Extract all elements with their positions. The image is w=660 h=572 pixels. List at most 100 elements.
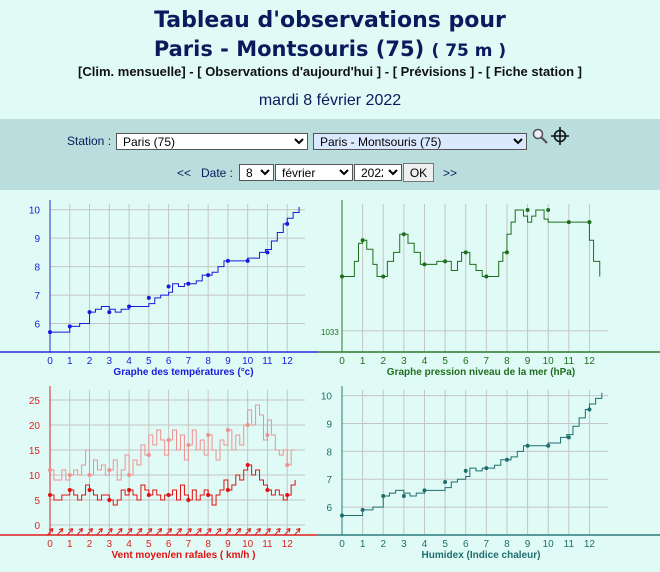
data-point [245, 463, 250, 467]
y-tick-label: 20 [29, 421, 41, 432]
nav-separator: - [381, 64, 393, 79]
data-point [186, 498, 191, 502]
wind-direction-arrow [244, 528, 252, 536]
x-tick-label: 7 [186, 356, 192, 367]
data-point [546, 443, 551, 448]
next-day-link[interactable]: >> [443, 166, 458, 180]
link-clim-mensuelle[interactable]: [Clim. mensuelle] [78, 64, 186, 79]
data-point [166, 438, 171, 442]
y-tick-label: 9 [34, 234, 40, 245]
link-previsions[interactable]: [ Prévisions ] [392, 64, 475, 79]
data-point [360, 507, 365, 512]
data-point [265, 433, 270, 437]
chart-title: Vent moyen/en rafales ( km/h ) [112, 550, 256, 561]
x-tick-label: 10 [543, 539, 555, 550]
y-tick-label: 6 [34, 320, 40, 331]
day-select[interactable]: 8 [239, 164, 274, 181]
x-tick-label: 7 [484, 356, 490, 367]
data-point [87, 488, 92, 492]
crosshair-icon[interactable] [551, 127, 569, 145]
wind-direction-arrow [96, 528, 103, 536]
link-fiche-station[interactable]: [ Fiche station ] [485, 64, 582, 79]
year-select[interactable]: 2022 [354, 164, 402, 181]
data-point [525, 208, 530, 213]
data-point [265, 250, 270, 255]
data-point [107, 498, 112, 502]
magnifier-icon[interactable] [531, 127, 549, 145]
station-label: Station : [67, 134, 112, 148]
data-point [87, 473, 92, 477]
x-tick-label: 3 [107, 539, 113, 550]
data-point [127, 488, 132, 492]
x-tick-label: 8 [205, 356, 211, 367]
series-line [50, 464, 296, 506]
link-observations[interactable]: [ Observations d'aujourd'hui ] [197, 64, 382, 79]
data-point [484, 466, 489, 471]
data-point [67, 324, 72, 329]
wind-direction-arrow [46, 528, 54, 536]
y-tick-label: 15 [29, 446, 41, 457]
x-tick-label: 9 [225, 356, 231, 367]
month-select[interactable]: février [275, 164, 353, 181]
data-point [186, 443, 191, 447]
data-point [67, 488, 72, 492]
x-tick-label: 9 [525, 356, 531, 367]
altitude: ( 75 m ) [431, 41, 507, 61]
x-tick-label: 12 [584, 539, 596, 550]
wind-direction-arrow [234, 528, 242, 536]
y-tick-label: 8 [326, 447, 332, 458]
data-point [127, 473, 132, 477]
x-tick-label: 12 [282, 356, 294, 367]
x-tick-label: 7 [186, 539, 192, 550]
chart-title: Graphe des températures (°c) [113, 367, 253, 378]
y-tick-label: 6 [326, 503, 332, 514]
data-point [463, 468, 468, 473]
ok-button[interactable]: OK [403, 163, 434, 182]
wind-direction-arrow [86, 528, 94, 536]
series-line [50, 404, 296, 481]
chart-title: Humidex (Indice chaleur) [422, 550, 541, 561]
y-tick-label: 10 [29, 471, 41, 482]
x-tick-label: 3 [401, 539, 407, 550]
wind-direction-arrow [66, 528, 74, 536]
wind-direction-arrow [273, 528, 281, 536]
station-select[interactable]: Paris (75) [116, 133, 308, 150]
city-select[interactable]: Paris - Montsouris (75) [313, 133, 527, 150]
data-point [166, 493, 171, 497]
data-point [225, 258, 230, 263]
prev-day-link[interactable]: << [177, 166, 192, 180]
data-point [504, 457, 509, 462]
wind-direction-arrow [155, 528, 163, 536]
x-tick-label: 10 [543, 356, 555, 367]
data-point [285, 221, 290, 226]
data-point [127, 304, 132, 309]
data-point [340, 513, 344, 518]
data-point [146, 493, 151, 497]
data-point [166, 284, 171, 289]
x-tick-label: 11 [564, 539, 575, 550]
data-point [285, 493, 290, 497]
data-point [206, 273, 211, 278]
x-tick-label: 8 [504, 356, 510, 367]
data-point [484, 274, 489, 279]
data-point [245, 258, 250, 263]
x-tick-label: 0 [47, 356, 53, 367]
y-tick-label: 25 [29, 396, 41, 407]
y-tick-label: 7 [326, 475, 332, 486]
series-line [342, 392, 603, 516]
x-tick-label: 4 [126, 539, 132, 550]
x-tick-label: 6 [463, 356, 469, 367]
data-point [48, 493, 52, 497]
chart-title: Graphe pression niveau de la mer (hPa) [387, 367, 575, 378]
x-tick-label: 5 [442, 539, 448, 550]
data-point [107, 468, 112, 472]
station-name: Paris - Montsouris (75) [153, 37, 425, 61]
data-point [381, 493, 386, 498]
data-point [206, 433, 211, 437]
data-point [546, 208, 551, 213]
y-tick-label: 0 [34, 521, 40, 532]
data-point [587, 407, 592, 412]
wind-direction-arrow [224, 528, 232, 536]
data-point [225, 428, 230, 432]
